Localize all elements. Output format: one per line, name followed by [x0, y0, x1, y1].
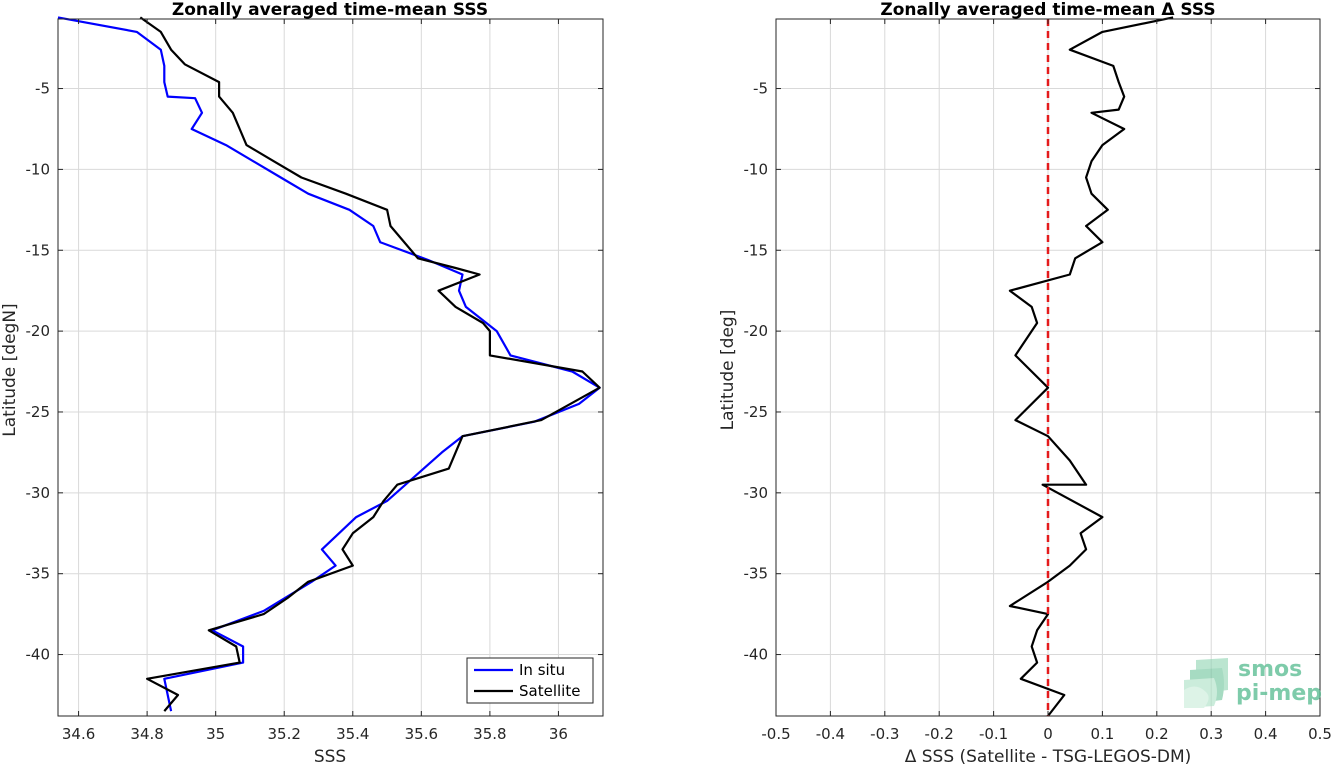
- delta-sss-x-tick-label: -0.4: [816, 725, 845, 743]
- delta-sss-x-tick-label: 0.1: [1090, 725, 1114, 743]
- sss-x-tick-label: 34.8: [130, 725, 163, 743]
- sss-y-tick-label: -25: [26, 403, 51, 421]
- sss-series-line-satellite: [139, 16, 601, 712]
- smos-pi-mep-logo: smos pi-mep: [1184, 657, 1322, 708]
- sss-chart-title: Zonally averaged time-mean SSS: [172, 0, 488, 20]
- logo-text-smos: smos: [1238, 657, 1302, 682]
- delta-sss-y-tick-label: -30: [744, 484, 769, 502]
- delta-sss-y-tick-label: -10: [744, 160, 769, 178]
- sss-y-tick-label: -20: [26, 322, 51, 340]
- sss-y-tick-label: -40: [26, 646, 51, 664]
- delta-sss-x-tick-label: -0.1: [979, 725, 1008, 743]
- sss-y-tick-label: -35: [26, 565, 51, 583]
- delta-sss-chart-title: Zonally averaged time-mean Δ SSS: [880, 0, 1215, 20]
- delta-sss-x-tick-label: -0.5: [761, 725, 790, 743]
- sss-x-axis-label: SSS: [314, 747, 346, 765]
- sss-y-tick-label: -30: [26, 484, 51, 502]
- delta-sss-x-tick-label: -0.2: [925, 725, 954, 743]
- delta-sss-x-tick-label: -0.3: [870, 725, 899, 743]
- sss-x-tick-label: 35.6: [405, 725, 438, 743]
- delta-sss-y-tick-label: -20: [744, 322, 769, 340]
- sss-y-tick-label: -5: [35, 80, 50, 98]
- legend-label-satellite: Satellite: [519, 682, 580, 700]
- delta-sss-series-layer: [1008, 16, 1174, 717]
- delta-sss-y-tick-label: -25: [744, 403, 769, 421]
- delta-sss-y-tick-label: -35: [744, 565, 769, 583]
- delta-sss-y-tick-label: -40: [744, 646, 769, 664]
- sss-x-tick-label: 34.6: [62, 725, 95, 743]
- sss-series-line-in-situ: [57, 16, 601, 712]
- delta-sss-y-tick-label: -15: [744, 241, 769, 259]
- sss-y-tick-label: -10: [26, 160, 51, 178]
- sss-y-tick-label: -15: [26, 241, 51, 259]
- sss-y-axis-label: Latitude [degN]: [0, 303, 20, 436]
- sss-x-tick-label: 35.2: [268, 725, 301, 743]
- layered-waves-icon: [1184, 658, 1228, 708]
- sss-x-tick-label: 36: [549, 725, 568, 743]
- sss-legend: In situ Satellite: [466, 657, 594, 704]
- sss-x-tick-label: 35.4: [336, 725, 369, 743]
- delta-sss-x-tick-label: 0.3: [1199, 725, 1223, 743]
- sss-x-tick-label: 35: [206, 725, 225, 743]
- sss-plot-frame: [57, 18, 604, 717]
- delta-sss-profile-chart: -0.5 -0.4 -0.3 -0.2 -0.1 0 0.1 0.2 0.3 0.4 0.5 -5 -1…: [718, 0, 1332, 765]
- delta-sss-series-line-delta: [1008, 16, 1174, 717]
- delta-sss-x-axis-label: Δ SSS (Satellite - TSG-LEGOS-DM): [905, 747, 1192, 765]
- delta-sss-x-tick-label: 0.2: [1145, 725, 1169, 743]
- legend-label-in-situ: In situ: [519, 661, 565, 679]
- sss-profile-chart: 34.6 34.8 35 35.2 35.4 35.6 35.8 36 -5 -10 -15 -20 -…: [0, 0, 604, 765]
- sss-x-tick-label: 35.8: [473, 725, 506, 743]
- delta-sss-x-tick-label: 0.4: [1254, 725, 1278, 743]
- delta-sss-ticks: -0.5 -0.4 -0.3 -0.2 -0.1 0 0.1 0.2 0.3 0.4 0.5 -5 -1…: [744, 19, 1332, 743]
- delta-sss-x-tick-label: 0.5: [1308, 725, 1332, 743]
- logo-text-pi-mep: pi-mep: [1236, 681, 1322, 706]
- delta-sss-x-tick-label: 0: [1043, 725, 1053, 743]
- legend-box: [466, 657, 594, 704]
- delta-sss-y-tick-label: -5: [753, 80, 768, 98]
- sss-series-layer: [57, 16, 601, 712]
- delta-sss-y-axis-label: Latitude [deg]: [718, 310, 738, 431]
- sss-ticks: 34.6 34.8 35 35.2 35.4 35.6 35.8 36 -5 -10 -15 -20 -…: [26, 19, 603, 743]
- sss-grid: [58, 19, 603, 716]
